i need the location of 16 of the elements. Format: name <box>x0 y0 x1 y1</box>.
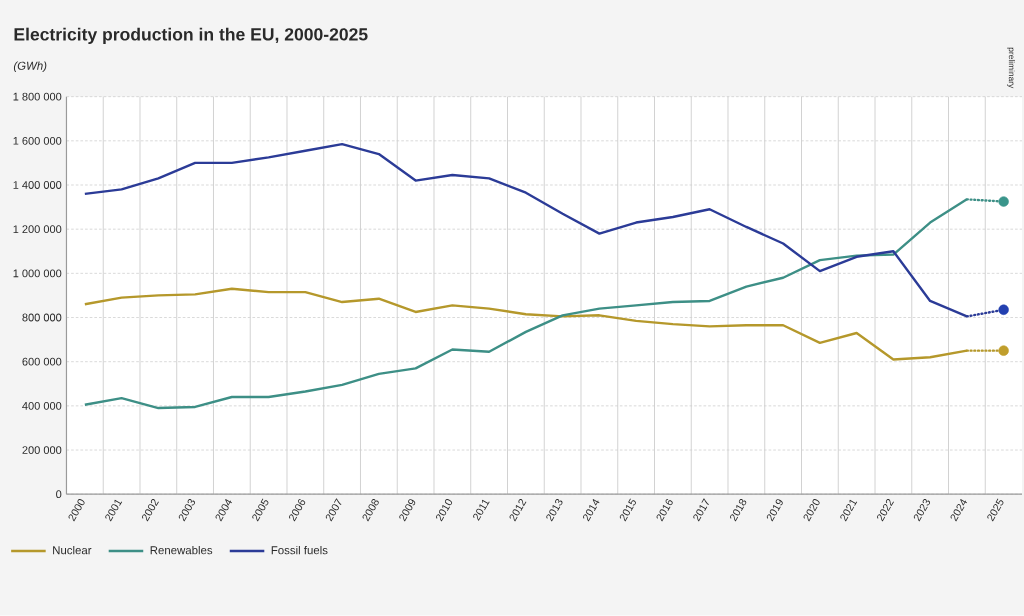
text: preliminary <box>1007 47 1015 89</box>
y-tick-label: 1 200 000 <box>13 225 62 234</box>
legend-label: Renewables <box>150 546 213 555</box>
y-tick-label: 600 000 <box>22 357 62 366</box>
y-tick-label: 0 <box>56 490 62 499</box>
y-tick-label: 800 000 <box>22 313 62 322</box>
y-tick-label: 400 000 <box>22 402 62 410</box>
y-tick-label: 1 400 000 <box>13 181 62 189</box>
chart-subtitle: (GWh) <box>13 61 47 73</box>
y-tick-label: 1 600 000 <box>13 137 62 145</box>
chart-title: Electricity production in the EU, 2000-2025 <box>14 27 368 45</box>
legend-label: Fossil fuels <box>271 546 328 555</box>
y-tick-label: 200 000 <box>22 446 62 455</box>
y-tick-label: 1 000 000 <box>13 269 62 278</box>
y-tick-label: 1 800 000 <box>13 92 62 101</box>
legend-label: Nuclear <box>53 546 92 555</box>
